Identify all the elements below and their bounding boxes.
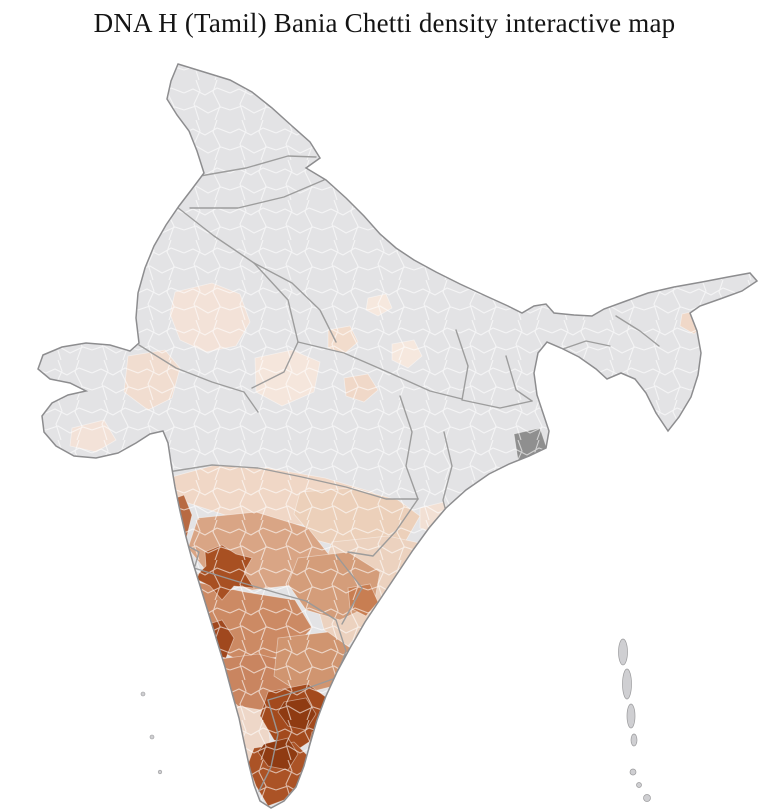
- island[interactable]: [622, 668, 632, 700]
- island[interactable]: [618, 638, 628, 666]
- island[interactable]: [149, 734, 155, 740]
- state-borders: [138, 155, 660, 792]
- island[interactable]: [643, 794, 651, 802]
- page-title: DNA H (Tamil) Bania Chetti density inter…: [93, 8, 676, 38]
- island[interactable]: [636, 782, 642, 788]
- lakshadweep-islands[interactable]: [140, 691, 163, 775]
- island[interactable]: [157, 769, 163, 775]
- island[interactable]: [630, 733, 638, 747]
- andaman-nicobar-islands[interactable]: [618, 638, 651, 802]
- island[interactable]: [140, 691, 146, 697]
- island[interactable]: [629, 768, 637, 776]
- island[interactable]: [626, 703, 636, 729]
